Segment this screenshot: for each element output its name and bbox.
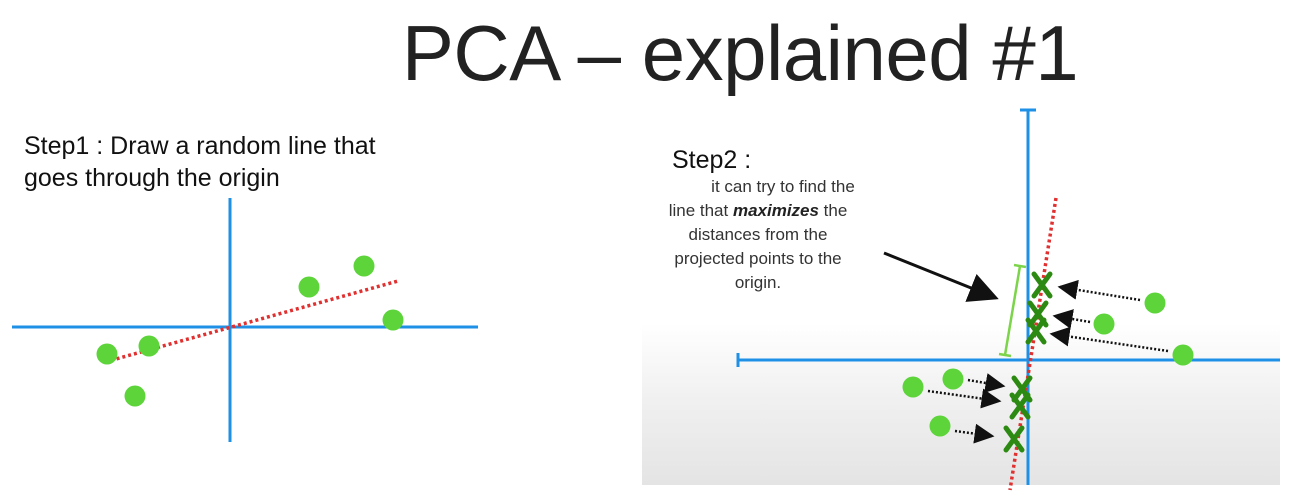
step1-data-point	[382, 309, 404, 331]
step2-body-line-2-post: the	[818, 201, 848, 220]
step2-data-point	[1172, 344, 1194, 366]
step2-projection-arrow	[967, 373, 1006, 393]
step2-data-point	[929, 415, 951, 437]
step2-x-mark-icon	[1003, 425, 1025, 453]
step2-data-point	[1144, 292, 1166, 314]
step1-data-point	[353, 255, 375, 277]
step2-projection-arrow	[927, 388, 1002, 409]
step1-line-1: Step1 : Draw a random line that	[24, 132, 376, 160]
step1-description: Step1 : Draw a random line that goes thr…	[24, 130, 376, 194]
step2-distance-bracket	[1003, 265, 1022, 356]
slide-title: PCA – explained #1	[401, 9, 1079, 97]
step2-x-mark-icon	[1031, 271, 1053, 299]
step2-body-line-2: line that maximizes the	[669, 201, 848, 220]
step2-bracket-cap-top	[1013, 263, 1027, 269]
step2-projection-arrow	[1049, 326, 1169, 353]
step2-data-point	[942, 368, 964, 390]
step2-x-mark-icon	[1025, 317, 1047, 345]
step2-data-point	[1093, 313, 1115, 335]
step2-body-line-2-pre: line that	[668, 201, 733, 220]
step1-data-point	[138, 335, 160, 357]
step2-projection-arrow	[1052, 309, 1091, 329]
step2-body-line-5: origin.	[734, 273, 782, 292]
step2-data-point	[902, 376, 924, 398]
step2-panel	[642, 100, 1280, 485]
step2-body-emphasis: maximizes	[732, 201, 819, 220]
step1-data-point	[124, 385, 146, 407]
step1-line-2: goes through the origin	[24, 164, 280, 192]
step2-body-line-3: distances from the	[688, 225, 828, 244]
step2-body-line-4: projected points to the	[674, 249, 842, 268]
step2-projection-arrow	[954, 423, 995, 444]
step2-heading: Step2 :	[672, 146, 752, 174]
step1-data-point	[96, 343, 118, 365]
step2-bracket-cap-bottom	[998, 352, 1012, 358]
step2-annotation-arrow	[883, 251, 999, 302]
step2-projection-arrow	[1057, 279, 1141, 302]
step2-x-mark-icon	[1009, 392, 1031, 420]
step2-description: it can try to find the line that maximiz…	[638, 175, 878, 295]
step2-body-line-1: it can try to find the	[711, 177, 855, 196]
step1-data-point	[298, 276, 320, 298]
